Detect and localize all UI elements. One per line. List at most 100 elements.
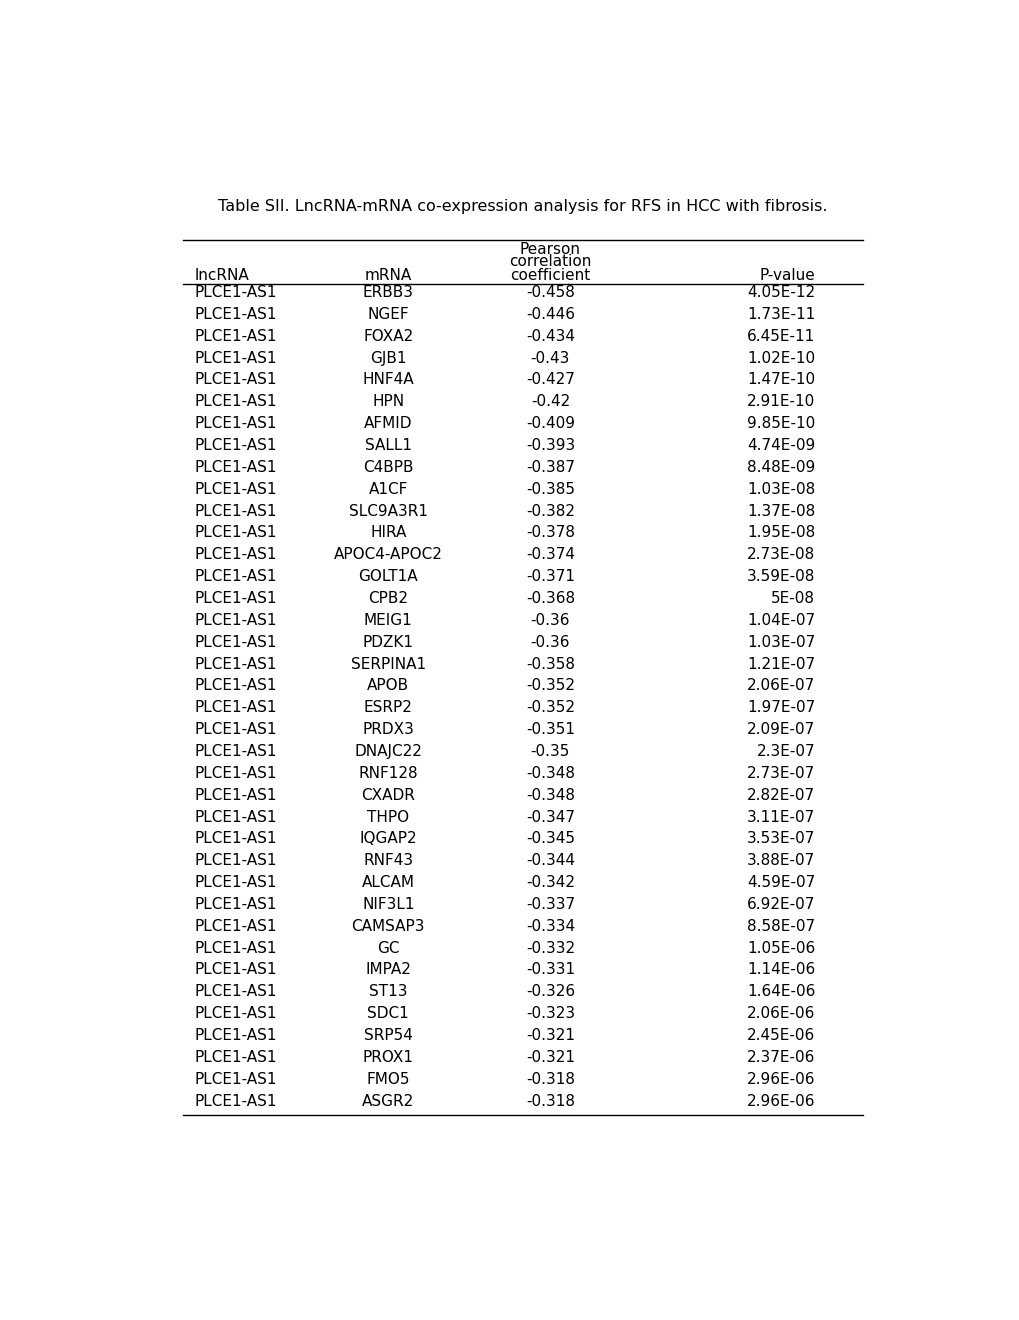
Text: C4BPB: C4BPB xyxy=(363,459,414,475)
Text: FOXA2: FOXA2 xyxy=(363,329,413,343)
Text: PLCE1-AS1: PLCE1-AS1 xyxy=(195,896,277,912)
Text: PLCE1-AS1: PLCE1-AS1 xyxy=(195,1093,277,1109)
Text: PRDX3: PRDX3 xyxy=(362,722,414,737)
Text: ASGR2: ASGR2 xyxy=(362,1093,414,1109)
Text: 2.06E-07: 2.06E-07 xyxy=(746,678,814,693)
Text: 2.96E-06: 2.96E-06 xyxy=(746,1093,814,1109)
Text: -0.337: -0.337 xyxy=(526,896,575,912)
Text: -0.409: -0.409 xyxy=(526,416,575,432)
Text: IQGAP2: IQGAP2 xyxy=(360,832,417,846)
Text: -0.374: -0.374 xyxy=(526,548,575,562)
Text: -0.352: -0.352 xyxy=(526,678,575,693)
Text: -0.378: -0.378 xyxy=(526,525,575,540)
Text: HIRA: HIRA xyxy=(370,525,407,540)
Text: SLC9A3R1: SLC9A3R1 xyxy=(348,504,427,519)
Text: -0.323: -0.323 xyxy=(526,1006,575,1022)
Text: 2.73E-07: 2.73E-07 xyxy=(746,766,814,781)
Text: 6.45E-11: 6.45E-11 xyxy=(746,329,814,343)
Text: A1CF: A1CF xyxy=(368,482,408,496)
Text: mRNA: mRNA xyxy=(365,268,412,282)
Text: GJB1: GJB1 xyxy=(370,351,407,366)
Text: 9.85E-10: 9.85E-10 xyxy=(746,416,814,432)
Text: Table SII. LncRNA-mRNA co-expression analysis for RFS in HCC with fibrosis.: Table SII. LncRNA-mRNA co-expression ana… xyxy=(218,199,826,214)
Text: -0.345: -0.345 xyxy=(526,832,575,846)
Text: 8.58E-07: 8.58E-07 xyxy=(746,919,814,933)
Text: 1.02E-10: 1.02E-10 xyxy=(746,351,814,366)
Text: CAMSAP3: CAMSAP3 xyxy=(352,919,425,933)
Text: -0.358: -0.358 xyxy=(526,656,575,672)
Text: ALCAM: ALCAM xyxy=(362,875,415,890)
Text: PLCE1-AS1: PLCE1-AS1 xyxy=(195,372,277,388)
Text: GOLT1A: GOLT1A xyxy=(359,569,418,585)
Text: -0.352: -0.352 xyxy=(526,701,575,715)
Text: PLCE1-AS1: PLCE1-AS1 xyxy=(195,962,277,978)
Text: PLCE1-AS1: PLCE1-AS1 xyxy=(195,701,277,715)
Text: IMPA2: IMPA2 xyxy=(365,962,411,978)
Text: 2.91E-10: 2.91E-10 xyxy=(746,395,814,409)
Text: 8.48E-09: 8.48E-09 xyxy=(746,459,814,475)
Text: PLCE1-AS1: PLCE1-AS1 xyxy=(195,766,277,781)
Text: -0.318: -0.318 xyxy=(526,1093,575,1109)
Text: PLCE1-AS1: PLCE1-AS1 xyxy=(195,678,277,693)
Text: PLCE1-AS1: PLCE1-AS1 xyxy=(195,351,277,366)
Text: -0.334: -0.334 xyxy=(526,919,575,933)
Text: PLCE1-AS1: PLCE1-AS1 xyxy=(195,853,277,869)
Text: CXADR: CXADR xyxy=(361,788,415,803)
Text: 3.11E-07: 3.11E-07 xyxy=(746,809,814,825)
Text: PLCE1-AS1: PLCE1-AS1 xyxy=(195,504,277,519)
Text: PLCE1-AS1: PLCE1-AS1 xyxy=(195,1072,277,1086)
Text: -0.344: -0.344 xyxy=(526,853,575,869)
Text: MEIG1: MEIG1 xyxy=(364,612,413,628)
Text: 1.47E-10: 1.47E-10 xyxy=(746,372,814,388)
Text: -0.348: -0.348 xyxy=(526,766,575,781)
Text: PLCE1-AS1: PLCE1-AS1 xyxy=(195,482,277,496)
Text: -0.382: -0.382 xyxy=(526,504,575,519)
Text: PLCE1-AS1: PLCE1-AS1 xyxy=(195,875,277,890)
Text: 2.45E-06: 2.45E-06 xyxy=(746,1028,814,1043)
Text: correlation: correlation xyxy=(508,253,591,268)
Text: APOC4-APOC2: APOC4-APOC2 xyxy=(333,548,442,562)
Text: 1.37E-08: 1.37E-08 xyxy=(746,504,814,519)
Text: PLCE1-AS1: PLCE1-AS1 xyxy=(195,941,277,956)
Text: PLCE1-AS1: PLCE1-AS1 xyxy=(195,525,277,540)
Text: HNF4A: HNF4A xyxy=(362,372,414,388)
Text: PLCE1-AS1: PLCE1-AS1 xyxy=(195,438,277,453)
Text: 1.97E-07: 1.97E-07 xyxy=(746,701,814,715)
Text: RNF43: RNF43 xyxy=(363,853,413,869)
Text: PLCE1-AS1: PLCE1-AS1 xyxy=(195,919,277,933)
Text: PLCE1-AS1: PLCE1-AS1 xyxy=(195,656,277,672)
Text: PLCE1-AS1: PLCE1-AS1 xyxy=(195,395,277,409)
Text: FMO5: FMO5 xyxy=(366,1072,410,1086)
Text: APOB: APOB xyxy=(367,678,409,693)
Text: -0.427: -0.427 xyxy=(526,372,575,388)
Text: -0.332: -0.332 xyxy=(526,941,575,956)
Text: ERBB3: ERBB3 xyxy=(363,285,414,300)
Text: 1.05E-06: 1.05E-06 xyxy=(746,941,814,956)
Text: 2.09E-07: 2.09E-07 xyxy=(746,722,814,737)
Text: -0.326: -0.326 xyxy=(526,985,575,999)
Text: -0.318: -0.318 xyxy=(526,1072,575,1086)
Text: 1.64E-06: 1.64E-06 xyxy=(746,985,814,999)
Text: coefficient: coefficient xyxy=(510,268,590,282)
Text: SERPINA1: SERPINA1 xyxy=(351,656,426,672)
Text: PLCE1-AS1: PLCE1-AS1 xyxy=(195,569,277,585)
Text: PLCE1-AS1: PLCE1-AS1 xyxy=(195,635,277,649)
Text: 3.88E-07: 3.88E-07 xyxy=(746,853,814,869)
Text: -0.393: -0.393 xyxy=(525,438,575,453)
Text: Pearson: Pearson xyxy=(520,243,581,257)
Text: -0.347: -0.347 xyxy=(526,809,575,825)
Text: GC: GC xyxy=(377,941,399,956)
Text: PLCE1-AS1: PLCE1-AS1 xyxy=(195,788,277,803)
Text: PLCE1-AS1: PLCE1-AS1 xyxy=(195,1006,277,1022)
Text: PLCE1-AS1: PLCE1-AS1 xyxy=(195,809,277,825)
Text: -0.342: -0.342 xyxy=(526,875,575,890)
Text: -0.348: -0.348 xyxy=(526,788,575,803)
Text: PLCE1-AS1: PLCE1-AS1 xyxy=(195,832,277,846)
Text: DNAJC22: DNAJC22 xyxy=(354,744,422,759)
Text: P-value: P-value xyxy=(759,268,814,282)
Text: -0.321: -0.321 xyxy=(526,1028,575,1043)
Text: -0.458: -0.458 xyxy=(526,285,575,300)
Text: 3.53E-07: 3.53E-07 xyxy=(746,832,814,846)
Text: 2.73E-08: 2.73E-08 xyxy=(746,548,814,562)
Text: CPB2: CPB2 xyxy=(368,591,408,606)
